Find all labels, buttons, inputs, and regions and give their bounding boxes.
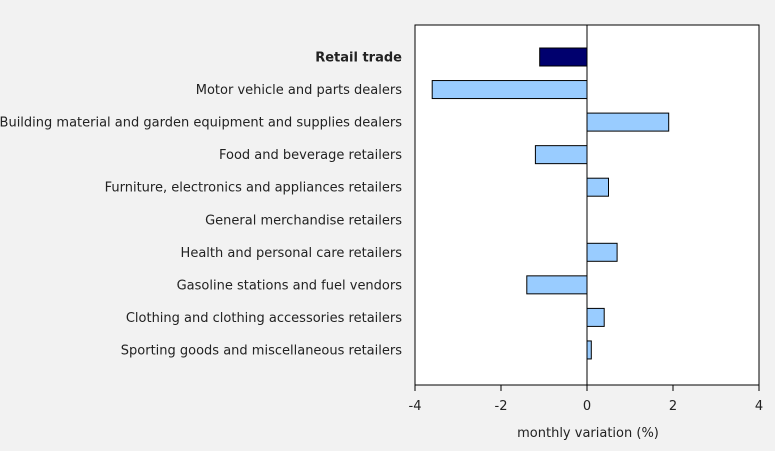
bar-0 — [539, 47, 588, 67]
category-label: Health and personal care retailers — [181, 246, 403, 261]
category-label: Retail trade — [315, 51, 402, 66]
category-label: Food and beverage retailers — [219, 148, 402, 163]
category-label: Building material and garden equipment a… — [0, 116, 402, 131]
x-tick-label: -4 — [409, 399, 422, 414]
bar-2 — [586, 112, 670, 132]
x-tick-label: 0 — [583, 399, 591, 414]
bar-7 — [526, 275, 588, 295]
x-axis-ticks: -4 -2 0 2 4 — [409, 385, 763, 414]
x-axis-title: monthly variation (%) — [517, 426, 659, 441]
bar-4 — [586, 177, 609, 197]
x-tick-label: 4 — [755, 399, 763, 414]
bar-3 — [534, 145, 588, 165]
x-tick-label: 2 — [669, 399, 677, 414]
category-label: Motor vehicle and parts dealers — [196, 83, 402, 98]
category-label: General merchandise retailers — [205, 213, 402, 228]
x-tick-label: -2 — [495, 399, 508, 414]
bar-6 — [586, 242, 618, 262]
bar-9 — [586, 340, 592, 360]
bar-1 — [431, 80, 588, 100]
category-label: Sporting goods and miscellaneous retaile… — [121, 343, 402, 358]
bar-8 — [586, 307, 605, 327]
category-label: Gasoline stations and fuel vendors — [177, 278, 403, 293]
category-label: Furniture, electronics and appliances re… — [105, 181, 403, 196]
category-label: Clothing and clothing accessories retail… — [126, 311, 402, 326]
bars-group — [431, 47, 670, 360]
category-labels: Retail trade Motor vehicle and parts deal… — [0, 51, 402, 359]
